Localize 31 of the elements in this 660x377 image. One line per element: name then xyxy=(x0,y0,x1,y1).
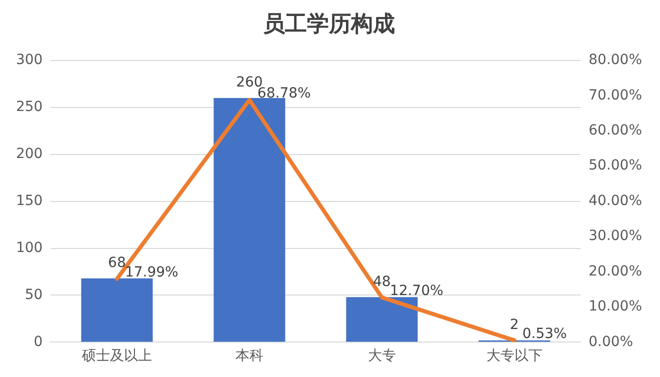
bar xyxy=(346,297,418,342)
y2-tick-label: 30.00% xyxy=(588,228,642,244)
y-tick-label: 150 xyxy=(16,192,43,209)
y-tick-label: 100 xyxy=(16,240,43,256)
y2-tick-label: 10.00% xyxy=(588,298,642,315)
data-label: 12.70% xyxy=(390,283,444,300)
y2-tick-label: 40.00% xyxy=(588,192,642,209)
x-tick-label: 硕士及以上 xyxy=(80,348,152,364)
data-label: 17.99% xyxy=(124,264,178,280)
y2-tick-label: 70.00% xyxy=(588,87,642,104)
y-tick-label: 50 xyxy=(24,286,43,303)
data-label: 0.53% xyxy=(522,326,567,342)
data-label: 48 xyxy=(372,274,391,290)
y-tick-label: 300 xyxy=(16,52,43,68)
y2-tick-label: 80.00% xyxy=(588,52,642,68)
chart-title: 员工学历构成 xyxy=(263,10,395,37)
x-tick-label: 本科 xyxy=(235,348,264,364)
data-label: 68.78% xyxy=(257,86,311,102)
y-tick-label: 250 xyxy=(16,99,43,116)
x-tick-label: 大专以下 xyxy=(486,348,542,364)
y2-tick-label: 20.00% xyxy=(588,263,642,280)
bar xyxy=(214,98,286,342)
y2-tick-label: 0.00% xyxy=(588,334,634,350)
y2-tick-label: 60.00% xyxy=(588,122,642,138)
y-tick-label: 200 xyxy=(16,146,43,162)
x-tick-label: 大专 xyxy=(368,348,396,364)
y2-tick-label: 50.00% xyxy=(588,158,642,174)
y-tick-label: 0 xyxy=(34,334,43,350)
data-label: 68 xyxy=(108,254,126,271)
bar xyxy=(81,278,153,342)
data-label: 2 xyxy=(510,316,519,333)
